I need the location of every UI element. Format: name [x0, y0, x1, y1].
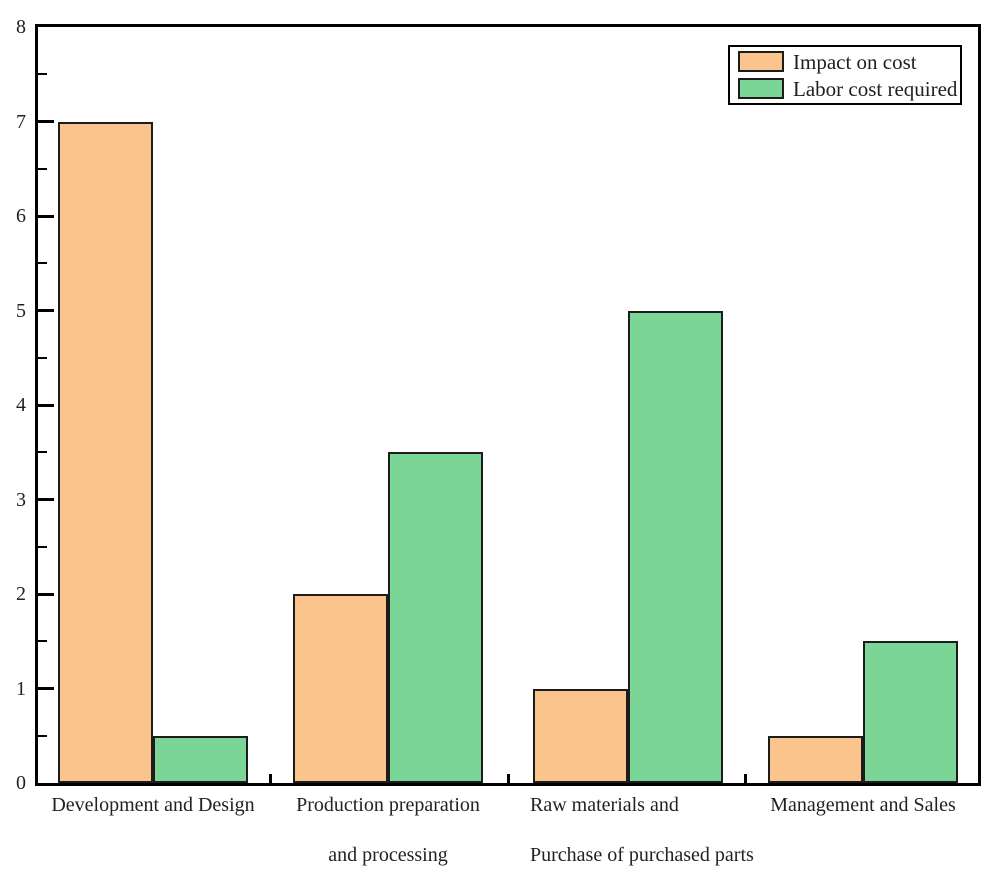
bar-labor-cost-required-3	[863, 641, 958, 783]
y-minor-tick	[38, 167, 47, 170]
bar-impact-on-cost-1	[293, 594, 388, 783]
bar-impact-on-cost-2	[533, 688, 628, 783]
legend-swatch-labor-cost-required	[738, 78, 784, 99]
y-minor-tick	[38, 545, 47, 548]
x-minor-tick	[506, 774, 510, 783]
legend-label-labor-cost-required: Labor cost required	[793, 76, 958, 101]
category-label-line: Management and Sales	[770, 794, 956, 816]
category-label-line: Development and Design	[51, 794, 255, 816]
plot-frame	[35, 24, 981, 786]
legend-label-impact-on-cost: Impact on cost	[793, 49, 917, 74]
y-axis-label: 5	[16, 299, 26, 322]
y-minor-tick	[38, 640, 47, 643]
y-major-tick	[38, 403, 54, 407]
y-axis-label: 6	[16, 205, 26, 227]
legend: Impact on cost Labor cost required	[728, 45, 962, 105]
bar-labor-cost-required-2	[628, 310, 723, 783]
x-minor-tick	[269, 774, 272, 783]
y-minor-tick	[38, 262, 47, 265]
category-label-3: Management and Sales	[703, 793, 995, 843]
y-minor-tick	[38, 734, 47, 737]
bar-impact-on-cost-3	[768, 735, 863, 783]
y-axis-label: 2	[16, 583, 26, 605]
y-major-tick	[38, 214, 54, 218]
y-major-tick	[38, 592, 54, 596]
category-label-2: Raw materials and Purchase of purchased p…	[530, 793, 850, 880]
legend-item-impact-on-cost: Impact on cost	[730, 48, 960, 75]
y-major-tick	[38, 687, 54, 690]
y-axis-label: 4	[16, 394, 26, 416]
y-axis-label: 0	[16, 772, 26, 794]
bar-labor-cost-required-0	[153, 735, 248, 783]
category-label-line: Raw materials and	[530, 794, 679, 816]
y-axis-label: 1	[16, 677, 26, 700]
y-axis-label: 3	[16, 488, 26, 511]
legend-swatch-impact-on-cost	[738, 51, 784, 72]
y-major-tick	[38, 498, 54, 501]
y-minor-tick	[38, 451, 47, 454]
bar-labor-cost-required-1	[388, 452, 483, 783]
category-label-line: Production preparation	[296, 794, 480, 816]
y-axis-label: 7	[16, 110, 26, 133]
category-label-line: Purchase of purchased parts	[530, 844, 754, 866]
category-label-1: Production preparation and processing	[228, 793, 548, 880]
legend-item-labor-cost-required: Labor cost required	[730, 75, 960, 102]
y-major-tick	[38, 309, 54, 312]
plot-area	[38, 27, 978, 783]
y-major-tick	[38, 120, 54, 123]
y-minor-tick	[38, 356, 47, 359]
y-minor-tick	[38, 73, 47, 76]
y-axis-label: 8	[16, 16, 26, 38]
category-label-0: Development and Design	[0, 793, 313, 843]
x-minor-tick	[744, 774, 747, 783]
bar-impact-on-cost-0	[58, 121, 153, 783]
category-label-line: and processing	[328, 844, 448, 866]
